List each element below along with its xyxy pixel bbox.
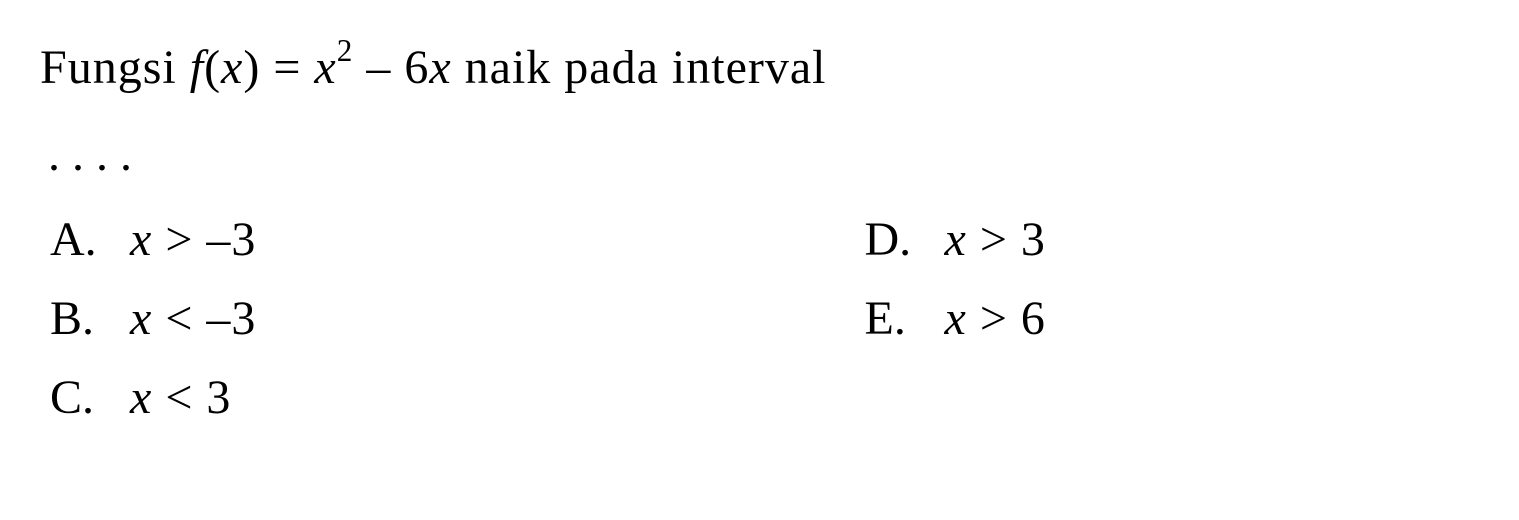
choice-b: B. x < –3 — [50, 291, 665, 346]
choice-d: D. x > 3 — [865, 212, 1480, 267]
choices-container: A. x > –3 D. x > 3 B. x < –3 E. x > 6 C.… — [40, 212, 1479, 425]
choice-a: A. x > –3 — [50, 212, 665, 267]
choice-d-label: D. — [865, 212, 945, 267]
choice-e-label: E. — [865, 291, 945, 346]
question-term2-var: x — [429, 41, 451, 94]
question-suffix: naik pada interval — [452, 41, 827, 94]
question-term1-var: x — [314, 41, 336, 94]
question-middle: – 6 — [353, 41, 429, 94]
choice-b-var: x — [130, 292, 152, 345]
choice-e: E. x > 6 — [865, 291, 1480, 346]
choice-a-value: x > –3 — [130, 212, 256, 267]
question-dots: .... — [48, 127, 1479, 182]
choice-e-value: x > 6 — [945, 291, 1046, 346]
question-var1: x — [221, 41, 243, 94]
choice-d-value: x > 3 — [945, 212, 1046, 267]
choice-c-value: x < 3 — [130, 370, 231, 425]
question-exp: 2 — [337, 33, 354, 68]
choice-c-var: x — [130, 371, 152, 424]
choice-c-rel: < 3 — [152, 371, 231, 424]
choice-e-rel: > 6 — [967, 292, 1046, 345]
question-prefix: Fungsi — [40, 41, 190, 94]
choice-a-rel: > –3 — [152, 213, 256, 266]
choice-e-var: x — [945, 292, 967, 345]
question-eq: ) = — [243, 41, 314, 94]
choice-d-rel: > 3 — [967, 213, 1046, 266]
choice-b-label: B. — [50, 291, 130, 346]
choice-b-rel: < –3 — [152, 292, 256, 345]
choice-a-var: x — [130, 213, 152, 266]
question-text: Fungsi f(x) = x2 – 6x naik pada interval — [40, 30, 1479, 107]
question-paren-open: ( — [204, 41, 221, 94]
choice-c: C. x < 3 — [50, 370, 665, 425]
choice-a-label: A. — [50, 212, 130, 267]
choice-b-value: x < –3 — [130, 291, 256, 346]
choice-d-var: x — [945, 213, 967, 266]
choice-c-label: C. — [50, 370, 130, 425]
question-func: f — [190, 41, 204, 94]
